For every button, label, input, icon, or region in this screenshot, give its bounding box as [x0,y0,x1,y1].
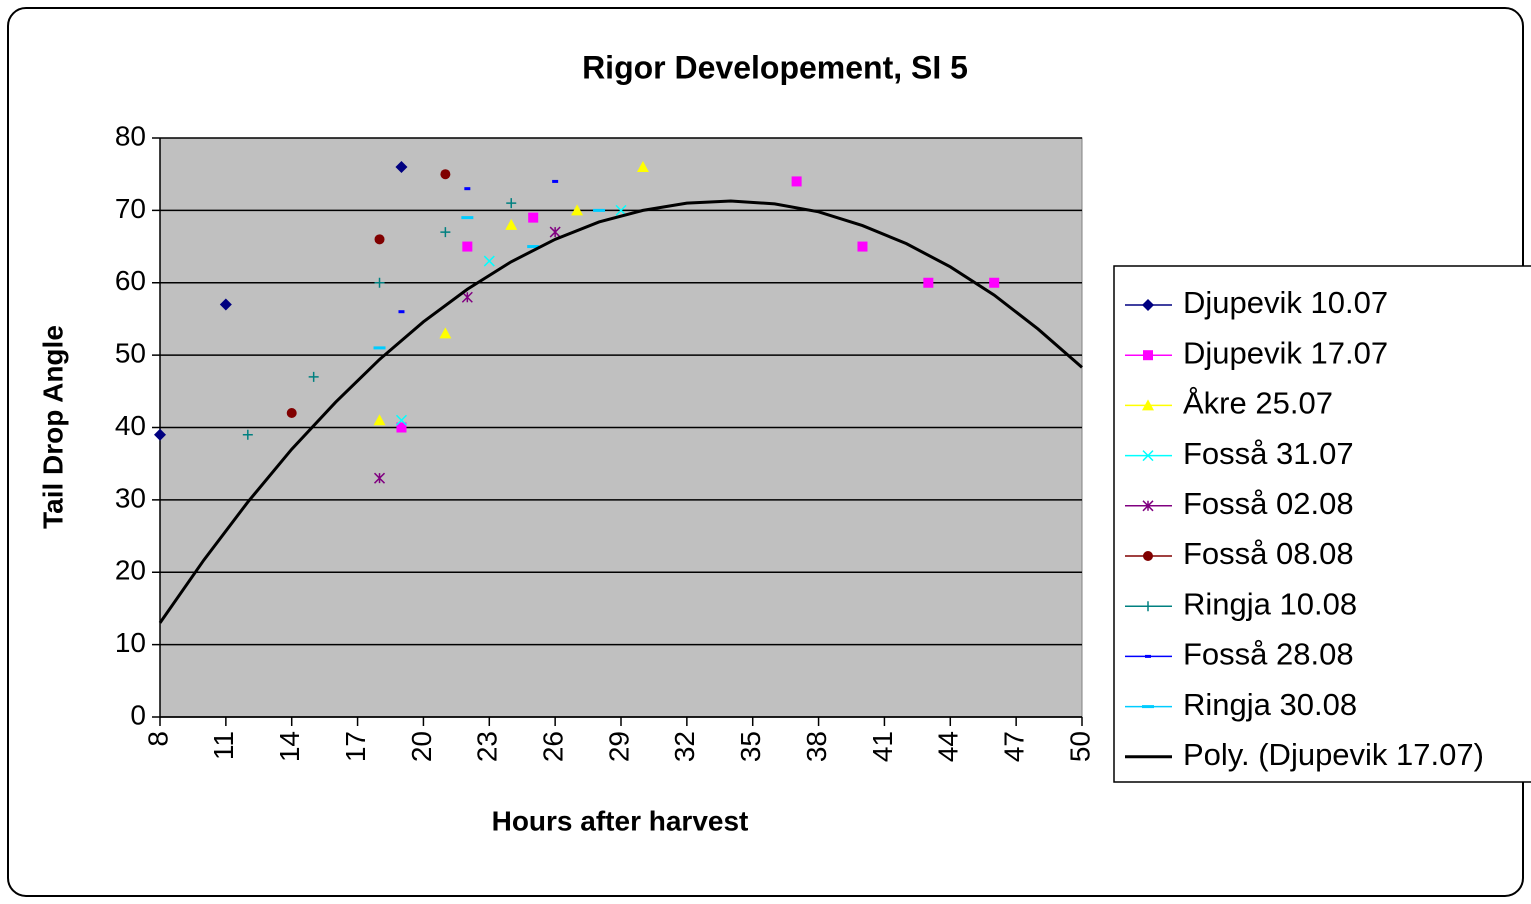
x-tick-label: 47 [999,731,1030,762]
data-point [373,472,386,484]
x-tick-label: 26 [538,731,569,762]
trend-line [158,199,1083,624]
x-tick-label: 8 [142,731,173,747]
y-tick-label: 40 [115,410,146,441]
x-tick-label: 29 [603,731,634,762]
x-tick-label: 23 [472,731,503,762]
x-tick-label: 38 [801,731,832,762]
y-axis-label: Tail Drop Angle [37,325,68,529]
data-point [440,169,451,180]
y-tick-label: 20 [115,555,146,586]
y-tick-label: 80 [115,120,146,151]
data-point [989,277,1000,288]
legend-label: Fosså 28.08 [1183,637,1354,672]
y-tick-label: 10 [115,627,146,658]
y-tick-label: 50 [115,338,146,369]
data-point [505,218,518,230]
x-axis-label: Hours after harvest [492,805,749,836]
x-tick-label: 35 [735,731,766,762]
data-point [636,160,649,172]
legend-marker [1143,350,1153,361]
data-point [571,204,584,216]
legend-marker [1142,299,1154,311]
data-point [462,241,473,252]
y-tick-label: 60 [115,265,146,296]
legend-label: Fosså 02.08 [1183,486,1354,521]
x-tick-label: 44 [933,731,964,762]
legend-marker [1142,450,1154,462]
data-point [552,179,559,183]
data-point [374,277,385,288]
legend-marker [1143,551,1153,561]
data-point [527,245,540,249]
legend-label: Djupevik 17.07 [1183,335,1388,370]
data-point [461,216,474,220]
data-point [398,310,405,314]
x-tick-label: 41 [867,731,898,762]
legend-label: Fosså 31.07 [1183,436,1354,471]
data-point [286,408,297,419]
x-tick-label: 50 [1064,731,1095,762]
data-point [483,255,495,267]
x-tick-label: 11 [208,731,239,760]
data-point [242,429,253,440]
data-point [373,414,386,426]
legend-marker [1145,654,1151,658]
x-tick-label: 32 [669,731,700,762]
y-tick-label: 30 [115,482,146,513]
data-point [219,298,232,311]
legend-marker [1142,500,1154,512]
chart-title: Rigor Developement, SI 5 [582,49,968,85]
data-point [374,234,385,245]
legend-marker [1143,601,1153,612]
data-point [395,414,408,426]
data-point [464,187,471,191]
data-point [395,160,408,173]
x-tick-label: 14 [274,731,305,762]
data-point [549,226,561,238]
data-point [506,198,517,209]
x-tick-label: 20 [406,731,437,762]
data-point [615,204,627,216]
y-tick-label: 0 [130,699,146,730]
data-point [857,241,868,252]
x-tick-label: 17 [340,731,371,762]
data-point [440,227,451,238]
data-point [154,428,166,441]
data-point [373,346,386,350]
legend-label: Åkre 25.07 [1183,386,1333,421]
legend-label: Poly. (Djupevik 17.07) [1183,737,1484,772]
y-tick-label: 70 [115,193,146,224]
data-point [439,327,452,339]
data-point [528,212,539,223]
data-point [308,371,319,382]
data-point [396,422,407,433]
legend-label: Fosså 08.08 [1183,536,1354,571]
legend-label: Ringja 30.08 [1183,687,1357,722]
data-point [791,176,802,187]
data-point [461,291,473,303]
legend-label: Ringja 10.08 [1183,586,1357,621]
data-point [923,277,934,288]
data-point [593,208,606,212]
legend-box [1113,265,1531,783]
legend-marker [1142,705,1154,709]
legend-label: Djupevik 10.07 [1183,285,1388,320]
legend-marker [1142,399,1154,411]
